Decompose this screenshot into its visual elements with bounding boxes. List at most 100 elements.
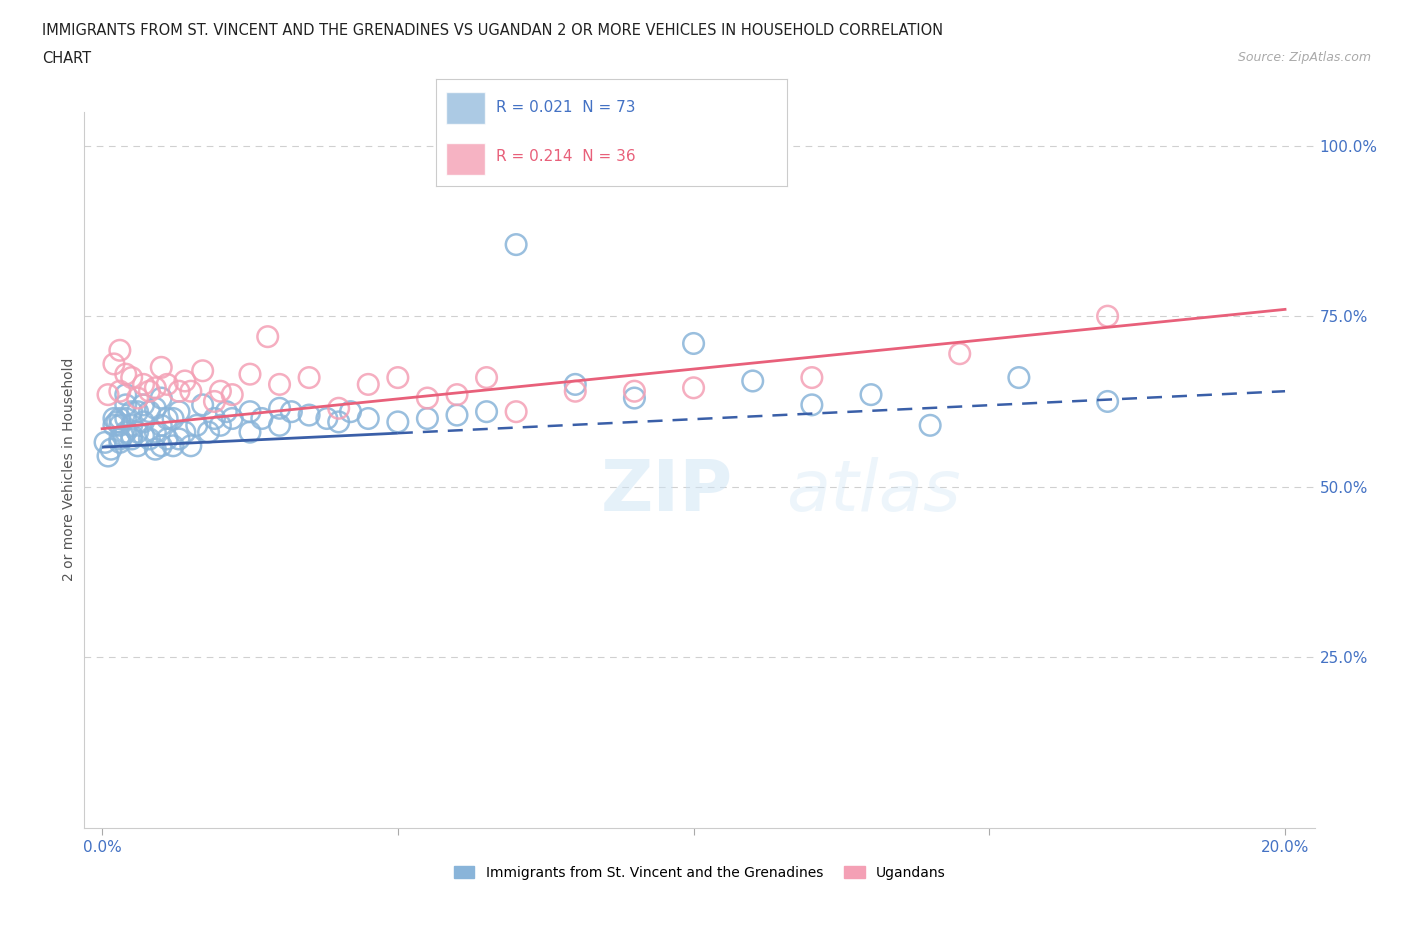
Point bbox=[138, 405, 160, 419]
Point bbox=[269, 401, 291, 416]
Point bbox=[239, 366, 262, 381]
Point bbox=[132, 377, 155, 392]
Point bbox=[138, 432, 160, 446]
Point bbox=[97, 387, 120, 402]
Point bbox=[269, 377, 291, 392]
Point bbox=[1097, 309, 1119, 324]
Point bbox=[564, 384, 586, 399]
Point bbox=[209, 384, 232, 399]
Point bbox=[239, 405, 262, 419]
Point bbox=[108, 418, 131, 432]
Point bbox=[416, 391, 439, 405]
Text: R = 0.021  N = 73: R = 0.021 N = 73 bbox=[496, 100, 636, 115]
Point bbox=[1008, 370, 1031, 385]
Point bbox=[167, 405, 190, 419]
Point bbox=[103, 411, 125, 426]
Legend: Immigrants from St. Vincent and the Grenadines, Ugandans: Immigrants from St. Vincent and the Gren… bbox=[449, 860, 950, 885]
Point bbox=[174, 425, 197, 440]
Point bbox=[269, 418, 291, 432]
Point bbox=[949, 346, 972, 361]
Point bbox=[156, 432, 179, 446]
Bar bbox=[447, 92, 485, 124]
Point bbox=[132, 415, 155, 430]
Point bbox=[357, 377, 380, 392]
Point bbox=[143, 401, 166, 416]
Point bbox=[446, 387, 468, 402]
Point bbox=[156, 377, 179, 392]
Text: Source: ZipAtlas.com: Source: ZipAtlas.com bbox=[1237, 51, 1371, 64]
Bar bbox=[447, 143, 485, 175]
Point bbox=[127, 425, 149, 440]
Point bbox=[143, 380, 166, 395]
Point bbox=[387, 415, 409, 430]
Point bbox=[315, 411, 337, 426]
Point bbox=[623, 384, 645, 399]
Point bbox=[121, 370, 143, 385]
Point bbox=[121, 432, 143, 446]
Point bbox=[127, 405, 149, 419]
Point bbox=[156, 411, 179, 426]
Point bbox=[121, 428, 143, 443]
Point bbox=[446, 407, 468, 422]
Point bbox=[121, 418, 143, 432]
Point bbox=[623, 391, 645, 405]
Point bbox=[143, 425, 166, 440]
Point bbox=[682, 380, 704, 395]
Text: IMMIGRANTS FROM ST. VINCENT AND THE GRENADINES VS UGANDAN 2 OR MORE VEHICLES IN : IMMIGRANTS FROM ST. VINCENT AND THE GREN… bbox=[42, 23, 943, 38]
Point bbox=[105, 415, 128, 430]
Point bbox=[800, 397, 823, 412]
Point bbox=[150, 360, 173, 375]
Point bbox=[239, 425, 262, 440]
Point bbox=[114, 366, 136, 381]
Point bbox=[564, 377, 586, 392]
Point bbox=[505, 237, 527, 252]
Text: ZIP: ZIP bbox=[602, 457, 734, 525]
Point bbox=[108, 432, 131, 446]
Point bbox=[339, 405, 361, 419]
Point bbox=[328, 401, 350, 416]
Point bbox=[920, 418, 942, 432]
Point bbox=[204, 394, 226, 409]
Point bbox=[221, 411, 243, 426]
Point bbox=[387, 370, 409, 385]
Point bbox=[103, 356, 125, 371]
Point bbox=[1097, 394, 1119, 409]
Point bbox=[180, 438, 202, 453]
Point bbox=[180, 384, 202, 399]
Point bbox=[741, 374, 763, 389]
Point bbox=[150, 418, 173, 432]
Point bbox=[127, 438, 149, 453]
Point bbox=[108, 411, 131, 426]
Point bbox=[475, 370, 498, 385]
Point bbox=[100, 442, 122, 457]
Point bbox=[138, 384, 160, 399]
Point bbox=[132, 397, 155, 412]
Point bbox=[250, 411, 273, 426]
Point bbox=[174, 374, 197, 389]
Point bbox=[505, 405, 527, 419]
Point bbox=[94, 435, 117, 450]
Text: CHART: CHART bbox=[42, 51, 91, 66]
Point bbox=[114, 425, 136, 440]
Point bbox=[97, 448, 120, 463]
Point bbox=[256, 329, 278, 344]
Point bbox=[859, 387, 882, 402]
Point bbox=[298, 370, 321, 385]
Text: R = 0.214  N = 36: R = 0.214 N = 36 bbox=[496, 149, 636, 164]
Point bbox=[127, 391, 149, 405]
Point bbox=[209, 418, 232, 432]
Point bbox=[150, 391, 173, 405]
Point bbox=[204, 411, 226, 426]
Point bbox=[162, 411, 184, 426]
Point bbox=[682, 336, 704, 351]
Point bbox=[114, 397, 136, 412]
Point bbox=[167, 384, 190, 399]
Point bbox=[132, 428, 155, 443]
Text: atlas: atlas bbox=[786, 457, 960, 525]
Point bbox=[108, 384, 131, 399]
Point bbox=[108, 435, 131, 450]
Point bbox=[167, 432, 190, 446]
Point bbox=[114, 411, 136, 426]
Point bbox=[114, 387, 136, 402]
Point bbox=[121, 405, 143, 419]
